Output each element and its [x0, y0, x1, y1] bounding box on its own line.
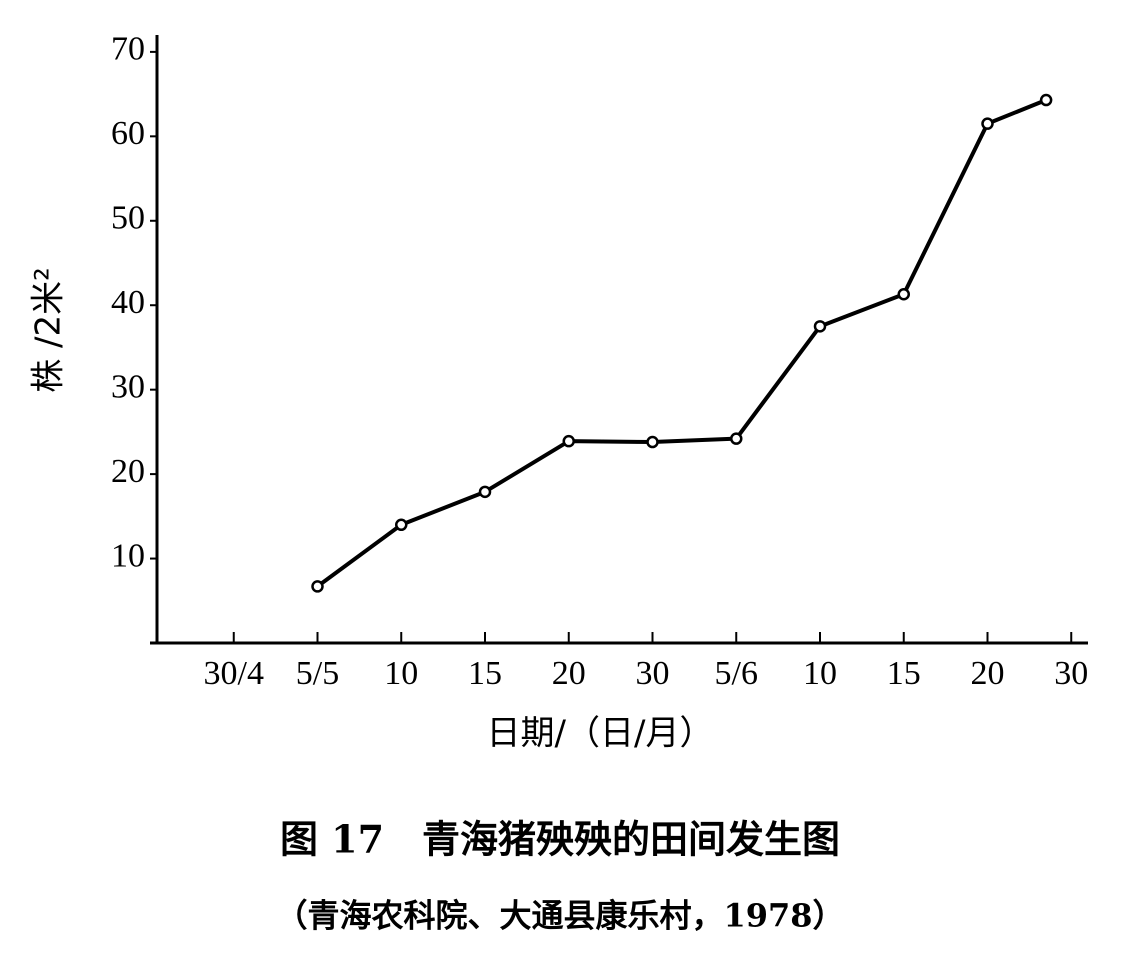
x-tick-label: 5/5 — [296, 655, 339, 692]
data-line — [316, 98, 1047, 589]
x-tick-label: 20 — [552, 655, 586, 692]
y-tick-label: 70 — [111, 31, 145, 68]
data-point — [562, 434, 575, 448]
y-tick-label: 60 — [111, 115, 145, 152]
x-tick-label: 20 — [971, 655, 1005, 692]
y-tick-label: 20 — [111, 453, 145, 490]
chart-title: 图 17 青海猪殃殃的田间发生图 — [280, 817, 840, 862]
x-tick-label: 30/4 — [204, 655, 264, 692]
data-point — [1039, 93, 1053, 107]
x-tick-label: 10 — [384, 655, 418, 692]
x-tick-label: 5/6 — [715, 655, 758, 692]
chart-subtitle: （青海农科院、大通县康乐村，1978） — [275, 897, 844, 935]
data-point — [897, 287, 910, 301]
data-point — [311, 580, 324, 593]
x-tick-label: 30 — [636, 655, 670, 692]
data-point — [646, 435, 659, 449]
y-tick-label: 50 — [111, 200, 145, 237]
data-point — [478, 485, 492, 499]
data-point — [981, 117, 994, 130]
data-point — [395, 518, 408, 532]
x-tick-label: 15 — [887, 655, 921, 692]
x-tick-label: 30 — [1054, 655, 1088, 692]
data-point — [813, 320, 827, 333]
y-axis-label: 株 /2米² — [29, 267, 69, 393]
data-point — [730, 432, 743, 445]
y-tick-label: 10 — [111, 537, 145, 574]
y-tick-label: 40 — [111, 284, 145, 321]
x-tick-label: 15 — [468, 655, 502, 692]
x-axis-label: 日期/（日/月） — [487, 714, 714, 754]
x-tick-label: 10 — [803, 655, 837, 692]
y-tick-label: 30 — [111, 368, 145, 405]
